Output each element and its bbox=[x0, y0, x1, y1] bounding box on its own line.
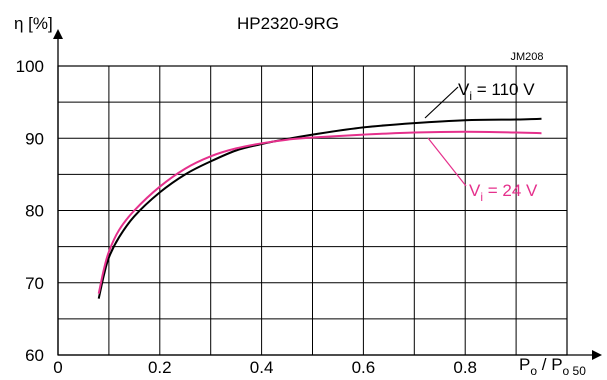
y-tick-label: 80 bbox=[25, 202, 44, 221]
series-110v-leader bbox=[424, 86, 459, 119]
x-tick-label: 0.8 bbox=[453, 358, 477, 377]
series-110v-line bbox=[97, 117, 542, 299]
y-tick-label: 100 bbox=[16, 57, 44, 76]
x-axis-label: Po / Po 50 bbox=[519, 355, 586, 378]
series-110v-label: Vi = 110 V bbox=[458, 80, 535, 103]
x-tick-label: 0.2 bbox=[148, 358, 172, 377]
series-24v-label: Vi = 24 V bbox=[469, 181, 538, 204]
chart-title: HP2320-9RG bbox=[237, 14, 339, 33]
series-24v-line bbox=[97, 130, 542, 294]
series-24v-leader bbox=[427, 137, 467, 187]
grid bbox=[58, 66, 567, 355]
y-tick-label: 60 bbox=[25, 346, 44, 365]
x-tick-label: 0 bbox=[53, 358, 62, 377]
y-tick-label: 70 bbox=[25, 274, 44, 293]
y-axis-label: η [%] bbox=[14, 14, 53, 33]
chart-code: JM208 bbox=[510, 51, 543, 63]
x-tick-label: 0.6 bbox=[352, 358, 376, 377]
series bbox=[97, 117, 542, 299]
y-tick-label: 90 bbox=[25, 129, 44, 148]
tick-labels: 0 0.2 0.4 0.6 0.8 60 70 80 90 100 bbox=[16, 57, 477, 377]
x-tick-label: 0.4 bbox=[250, 358, 274, 377]
